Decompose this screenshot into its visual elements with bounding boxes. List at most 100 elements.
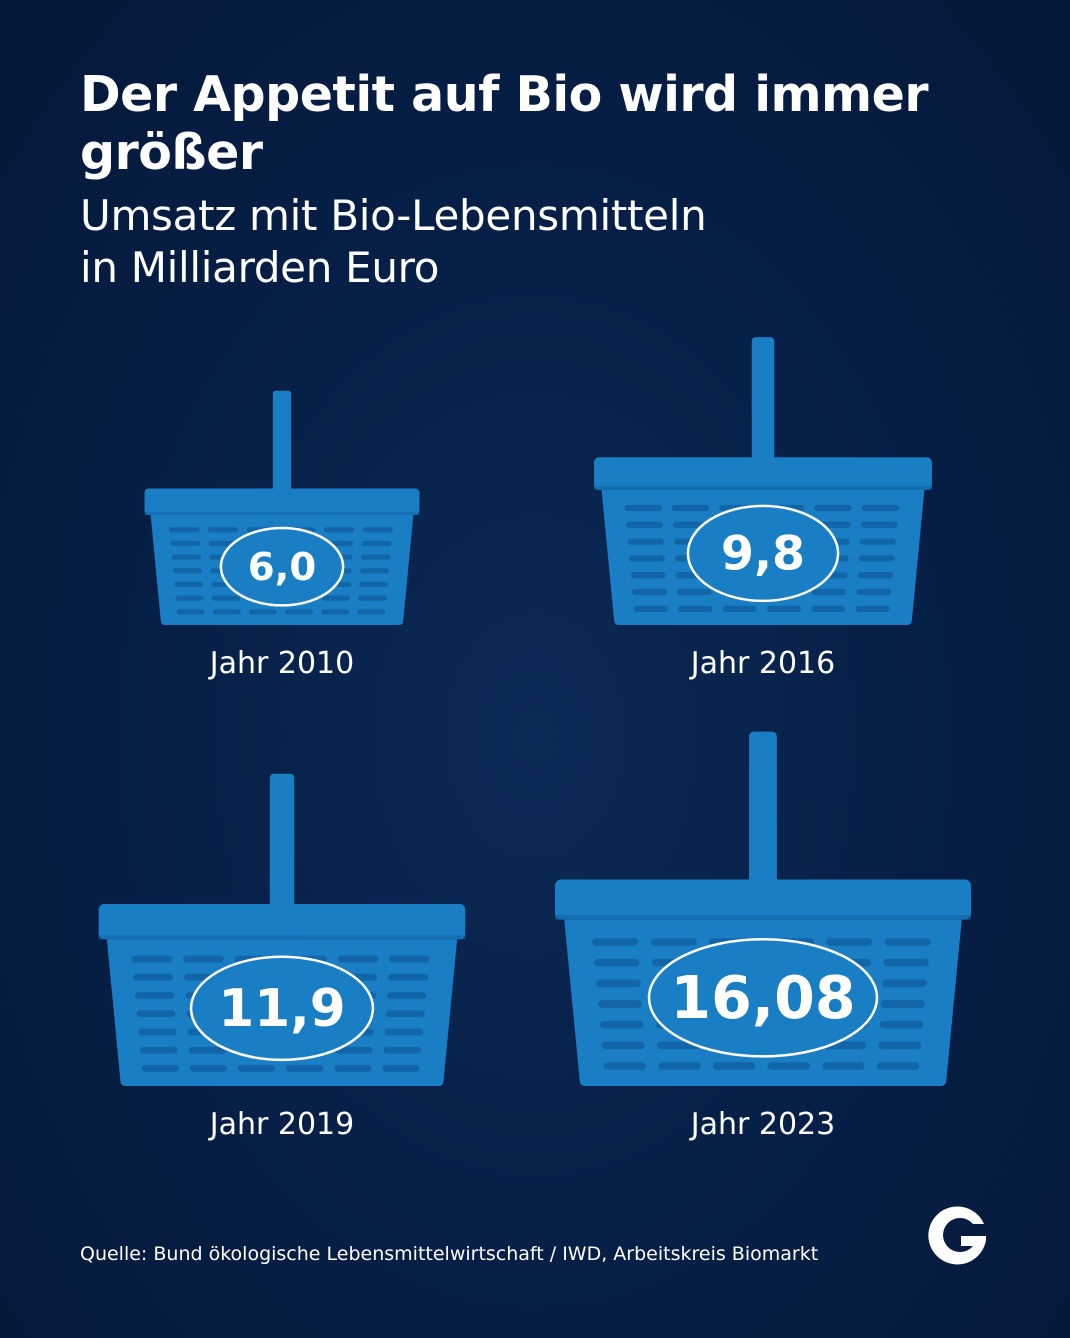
basket-weave-slot xyxy=(878,1041,922,1050)
basket-weave-slot xyxy=(188,1046,227,1054)
basket-weave-slot xyxy=(385,1010,425,1018)
basket-weave-slot xyxy=(382,1065,420,1072)
basket-weave-slot xyxy=(826,938,873,946)
basket-weave-slot xyxy=(357,609,386,615)
basket-rim-shadow xyxy=(98,935,466,940)
basket-rim-shadow xyxy=(594,486,932,490)
basket-weave-slot xyxy=(857,572,894,579)
basket-weave-slot xyxy=(628,555,665,562)
basket-weave-slot xyxy=(633,605,668,612)
value-label: 6,0 xyxy=(248,545,317,590)
basket-weave-slot xyxy=(175,595,204,601)
basket-weave-slot xyxy=(237,1065,276,1072)
title-text: Der Appetit auf Bio wird immer größer xyxy=(80,66,929,181)
basket-weave-slot xyxy=(677,605,713,612)
basket-weave-slot xyxy=(171,554,202,560)
basket-weave-slot xyxy=(650,938,697,946)
basket-4: 16,08 xyxy=(555,731,971,1086)
basket-weave-slot xyxy=(855,605,890,612)
value-badge xyxy=(686,504,840,603)
basket-weave-slot xyxy=(248,609,277,615)
basket-weave-slot xyxy=(134,992,175,999)
basket-weave-slot xyxy=(207,527,239,533)
basket-weave-slot xyxy=(133,973,174,981)
basket-weave-slot xyxy=(388,973,429,981)
basket-weave-slot xyxy=(592,938,639,946)
basket-weave-slot xyxy=(884,938,931,946)
basket-3: 11,9 xyxy=(98,773,466,1086)
basket-weave-slot xyxy=(337,955,379,963)
basket-weave-slot xyxy=(858,555,895,562)
value-badge xyxy=(647,938,879,1058)
basket-weave-slot xyxy=(676,588,712,596)
basket-weave-slot xyxy=(814,504,852,512)
basket-weave-slot xyxy=(880,1000,926,1008)
basket-weave-slot xyxy=(358,595,387,601)
basket-weave-slot xyxy=(383,1046,422,1054)
basket-weave-slot xyxy=(601,1041,645,1050)
basket-weave-slot xyxy=(211,595,241,601)
basket-weave-slot xyxy=(861,504,900,512)
basket-weave-slot xyxy=(131,955,173,963)
basket-weave-slot xyxy=(630,572,666,579)
year-label: Jahr 2023 xyxy=(690,1107,836,1142)
basket-weave-slot xyxy=(767,1062,810,1070)
basket-weave-slot xyxy=(624,504,662,512)
basket-weave-slot xyxy=(321,609,350,615)
basket-rim xyxy=(555,879,971,920)
basket-weave-slot xyxy=(389,955,430,963)
basket-weave-slot xyxy=(879,1020,924,1029)
basket-weave-slot xyxy=(712,1062,756,1070)
basket-weave-slot xyxy=(603,1062,646,1070)
basket-weave-slot xyxy=(595,979,641,988)
year-label: Jahr 2010 xyxy=(209,646,355,681)
basket-weave-slot xyxy=(138,1028,177,1036)
basket-weave-slot xyxy=(882,979,927,988)
basket-weave-slot xyxy=(323,527,355,533)
basket-weave-slot xyxy=(285,609,314,615)
basket-weave-slot xyxy=(170,540,201,547)
subtitle-line-1: Umsatz mit Bio-Lebensmitteln xyxy=(80,191,707,240)
basket-weave-slot xyxy=(722,605,757,612)
basket-weave-slot xyxy=(658,1062,701,1070)
value-badge xyxy=(219,526,345,607)
basket-weave-slot xyxy=(189,1065,228,1072)
basket-weave-slot xyxy=(359,581,388,588)
basket-handle xyxy=(749,731,777,895)
chart-title: Der Appetit auf Bio wird immer größer xyxy=(80,66,980,182)
basket-rim xyxy=(98,904,466,940)
basket-weave-slot xyxy=(811,588,847,596)
subtitle-line-2: in Milliarden Euro xyxy=(80,243,440,292)
basket-handle xyxy=(751,337,775,470)
basket-weave-slot xyxy=(139,1046,178,1054)
publisher-g-logo xyxy=(928,1206,986,1265)
basket-weave-slot xyxy=(361,540,392,547)
value-label: 9,8 xyxy=(721,527,805,582)
basket-weave-slot xyxy=(334,1046,373,1054)
basket-handle xyxy=(269,773,295,918)
source-note: Quelle: Bund ökologische Lebensmittelwir… xyxy=(80,1243,819,1265)
chart-subtitle: Umsatz mit Bio-Lebensmitteln in Milliard… xyxy=(80,190,980,294)
basket-weave-slot xyxy=(856,588,892,596)
basket-weave-slot xyxy=(212,609,241,615)
basket-weave-slot xyxy=(172,568,203,574)
basket-weave-slot xyxy=(599,1020,644,1029)
basket-weave-slot xyxy=(286,1065,324,1072)
basket-weave-slot xyxy=(362,527,393,533)
value-label: 16,08 xyxy=(670,964,855,1032)
value-label: 11,9 xyxy=(218,979,345,1039)
basket-weave-slot xyxy=(136,1010,176,1018)
basket-weave-slot xyxy=(174,581,203,588)
basket-weave-slot xyxy=(334,1065,372,1072)
basket-weave-slot xyxy=(594,958,640,967)
basket-weave-slot xyxy=(632,588,667,596)
value-badge xyxy=(189,955,375,1062)
basket-rim xyxy=(144,488,420,516)
basket-weave-slot xyxy=(627,538,664,545)
basket-weave-slot xyxy=(876,1062,920,1070)
basket-weave-slot xyxy=(384,1028,424,1036)
basket-weave-slot xyxy=(860,521,898,528)
basket-weave-slot xyxy=(883,958,929,967)
basket-weave-slot xyxy=(321,595,351,601)
